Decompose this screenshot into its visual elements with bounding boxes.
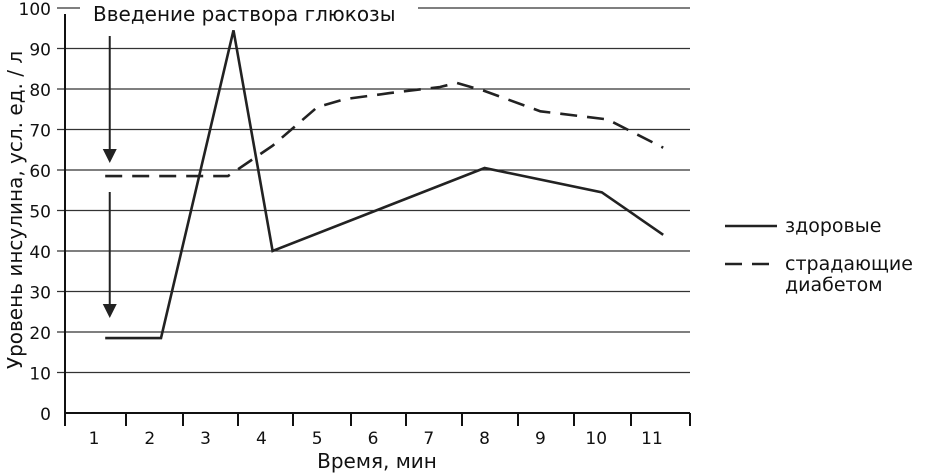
annotation-layer: Введение раствора глюкозы [80,2,418,318]
legend-label-diabetic: страдающие [785,253,913,275]
arrow-head [102,149,117,163]
y-tick-label: 90 [29,41,51,61]
y-tick-label: 60 [29,162,51,182]
y-tick-label: 80 [29,81,51,101]
x-tick-label: 7 [423,429,434,449]
y-tick-label: 100 [19,0,51,20]
y-tick-label: 40 [29,243,51,263]
x-tick-label: 5 [312,429,323,449]
x-tick-label: 3 [200,429,211,449]
y-tick-label: 10 [29,365,51,385]
axis-layer: 0 10 20 30 40 50 60 70 80 90 100 1 2 3 4 5 6 7 8 9 10 11 [19,0,691,449]
x-tick-label: 10 [585,429,607,449]
annotation-mask [80,2,418,28]
y-tick-label: 0 [40,405,51,425]
series-line-diabetic [105,81,664,178]
legend-label-diabetic: диабетом [785,274,883,296]
series-line-healthy [105,30,664,340]
x-tick-label: 6 [368,429,379,449]
x-tick-label: 2 [144,429,155,449]
y-tick-label: 20 [29,324,51,344]
y-axis-label: Уровень инсулина, усл. ед. / л [3,51,27,369]
x-tick-label: 8 [479,429,490,449]
x-tick-label: 1 [89,429,100,449]
y-tick-label: 70 [29,122,51,142]
legend-label-healthy: здоровые [785,215,881,237]
y-tick-label: 30 [29,284,51,304]
x-tick-label: 11 [641,429,663,449]
annotation-text: Введение раствора глюкозы [93,2,395,26]
x-tick-label: 9 [535,429,546,449]
x-axis-label: Время, мин [317,449,437,473]
arrow-head [102,304,117,318]
x-tick-label: 4 [256,429,267,449]
series-layer [105,30,664,340]
y-tick-label: 50 [29,203,51,223]
